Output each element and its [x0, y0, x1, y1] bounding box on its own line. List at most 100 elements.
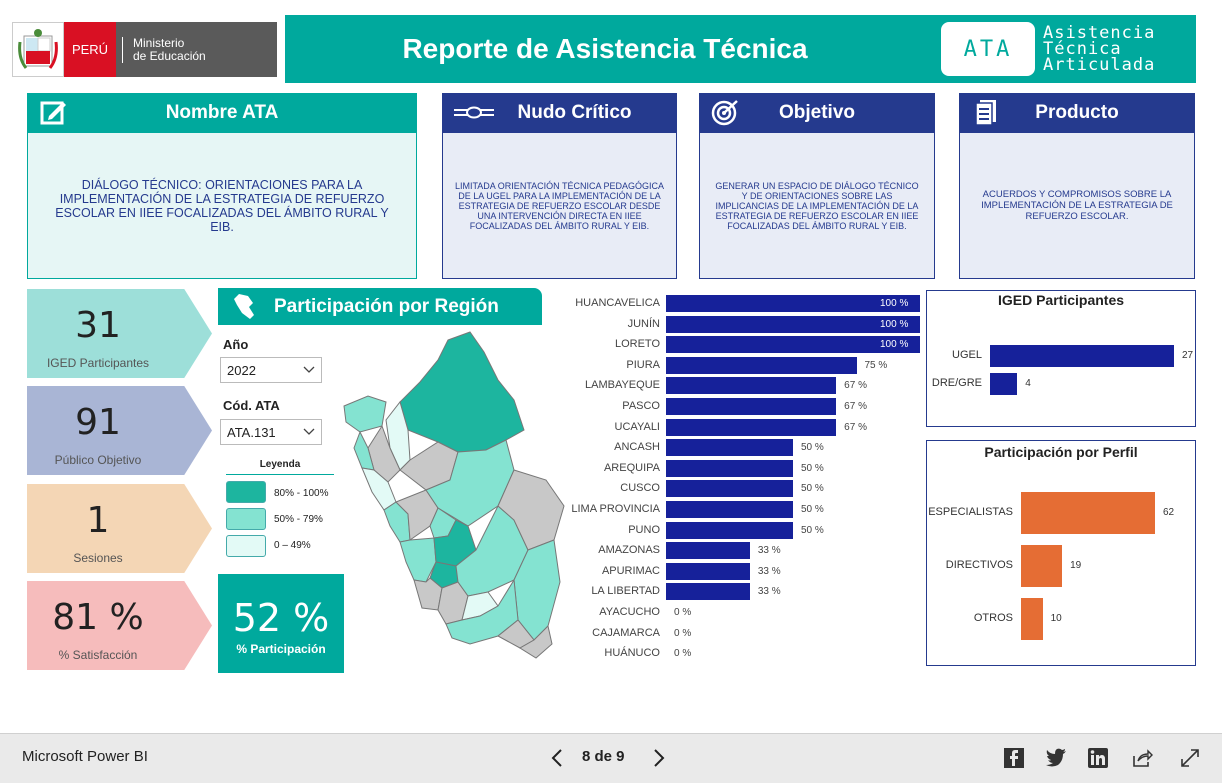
legend-title: Leyenda — [226, 459, 334, 475]
next-page-button[interactable] — [646, 746, 670, 770]
year-label: Año — [223, 337, 249, 352]
region-bar[interactable] — [666, 315, 920, 333]
region-title: Participación por Región — [274, 295, 499, 317]
region-bar[interactable] — [666, 583, 750, 601]
ata-wordmark: Asistencia Técnica Articulada — [1043, 23, 1156, 75]
region-bar-label: HUANCAVELICA — [575, 297, 660, 309]
map-region-tacna — [519, 625, 553, 659]
page-title: Reporte de Asistencia Técnica — [402, 33, 808, 64]
region-bar-value: 67 % — [844, 421, 867, 433]
card-nudo-critico: Nudo Crítico LIMITADA ORIENTACIÓN TÉCNIC… — [442, 93, 677, 279]
coat-of-arms-icon — [12, 22, 64, 77]
peru-map-icon — [234, 294, 254, 319]
perfil-bar[interactable] — [1021, 492, 1155, 534]
region-bar[interactable] — [666, 480, 793, 498]
region-bar[interactable] — [666, 377, 837, 395]
kpi-sesiones: 1 Sesiones — [27, 484, 212, 573]
legend-label-high: 80% - 100% — [274, 488, 329, 499]
region-bar-value: 0 % — [674, 627, 692, 639]
region-bar-label: LORETO — [614, 338, 660, 351]
document-icon — [975, 100, 996, 126]
facebook-icon[interactable] — [1002, 746, 1026, 770]
region-bar-value: 33 % — [757, 586, 781, 598]
region-bar-value: 50 % — [801, 524, 824, 536]
minedu-logo: PERÚ Ministerio de Educación — [12, 22, 277, 77]
twitter-icon[interactable] — [1044, 746, 1068, 770]
kpi-satisfaccion-label: % Satisfacción — [58, 648, 138, 662]
linkedin-icon[interactable] — [1086, 746, 1110, 770]
iged-bar[interactable] — [990, 373, 1018, 395]
kpi-satisfaccion: 81 % % Satisfacción — [27, 581, 212, 670]
map-region-lima — [399, 537, 437, 583]
perfil-chart-title: Participación por Perfil — [984, 444, 1138, 460]
participation-card: 52 % % Participación — [218, 574, 344, 673]
share-icon[interactable] — [1130, 746, 1154, 770]
card-nombre-title: Nombre ATA — [165, 101, 279, 123]
region-bar-label: PASCO — [622, 400, 660, 412]
chevron-down-icon — [303, 366, 315, 373]
region-bar-label: AMAZONAS — [598, 544, 660, 557]
kpi-sesiones-value: 1 — [86, 500, 110, 541]
code-value: ATA.131 — [227, 425, 276, 440]
region-bar-value: 0 % — [674, 607, 692, 618]
chevron-down-icon — [303, 428, 315, 435]
powerbi-brand-link[interactable]: Microsoft Power BI — [22, 748, 148, 765]
code-dropdown[interactable]: ATA.131 — [220, 419, 322, 445]
peru-choropleth-map[interactable] — [338, 330, 566, 660]
kpi-sesiones-label: Sesiones — [73, 551, 123, 565]
region-bar-value: 50 % — [801, 483, 824, 495]
ministry-label: Ministerio de Educación — [122, 36, 206, 63]
region-bar-label: PIURA — [626, 358, 660, 371]
kpi-publico-label: Público Objetivo — [54, 453, 142, 467]
perfil-bar-label: OTROS — [973, 612, 1013, 624]
region-bar-value: 33 % — [757, 565, 781, 577]
region-bar[interactable] — [666, 295, 920, 312]
previous-page-button[interactable] — [546, 746, 570, 770]
powerbi-footer: Microsoft Power BI 8 de 9 — [0, 733, 1222, 783]
perfil-bar[interactable] — [1021, 545, 1063, 587]
year-dropdown[interactable]: 2022 — [220, 357, 322, 383]
region-bar-label: CAJAMARCA — [592, 626, 660, 639]
region-bar[interactable] — [666, 439, 793, 457]
kpi-iged-label: IGED Participantes — [46, 356, 150, 370]
card-nombre-ata: Nombre ATA DIÁLOGO TÉCNICO: ORIENTACIONE… — [27, 93, 417, 279]
card-objetivo-title: Objetivo — [778, 101, 855, 123]
perfil-bar[interactable] — [1021, 598, 1043, 640]
region-bar[interactable] — [666, 542, 750, 560]
participation-value: 52 % — [232, 596, 330, 640]
region-bar[interactable] — [666, 521, 793, 539]
region-bar[interactable] — [666, 336, 920, 354]
region-bar-label: UCAYALI — [614, 420, 660, 433]
region-bar-value: 50 % — [801, 442, 824, 454]
perfil-bar-value: 62 — [1163, 507, 1175, 518]
map-region-madrededios — [497, 469, 565, 551]
knot-icon — [454, 106, 494, 119]
legend-label-low: 0 – 49% — [274, 540, 311, 551]
perfil-bar-label: DIRECTIVOS — [945, 559, 1013, 571]
map-region-loreto — [399, 331, 525, 453]
fullscreen-icon[interactable] — [1178, 746, 1202, 770]
region-bar-label: ANCASH — [614, 441, 660, 454]
region-bar-label: CUSCO — [620, 482, 660, 495]
region-bar-label: HUÁNUCO — [604, 647, 660, 660]
participation-label: % Participación — [236, 642, 326, 656]
region-bar-label: AYACUCHO — [599, 606, 660, 618]
perfil-bar-label: ESPECIALISTAS — [928, 506, 1013, 518]
region-bar[interactable] — [666, 356, 857, 374]
region-bar[interactable] — [666, 562, 750, 580]
peru-label: PERÚ — [64, 22, 116, 77]
card-nudo-title: Nudo Crítico — [517, 101, 632, 123]
region-bar-label: JUNÍN — [627, 317, 660, 330]
region-bar[interactable] — [666, 398, 837, 415]
iged-bar[interactable] — [990, 345, 1174, 367]
iged-bar-value: 4 — [1025, 378, 1031, 389]
map-region-piura — [343, 395, 387, 433]
kpi-publico: 91 Público Objetivo — [27, 386, 212, 475]
region-bar[interactable] — [666, 501, 793, 518]
region-bar[interactable] — [666, 418, 837, 436]
legend-swatch-low — [226, 535, 266, 557]
kpi-publico-value: 91 — [75, 402, 121, 443]
region-bar-label: LIMA PROVINCIA — [571, 503, 660, 515]
region-bar[interactable] — [666, 459, 793, 477]
